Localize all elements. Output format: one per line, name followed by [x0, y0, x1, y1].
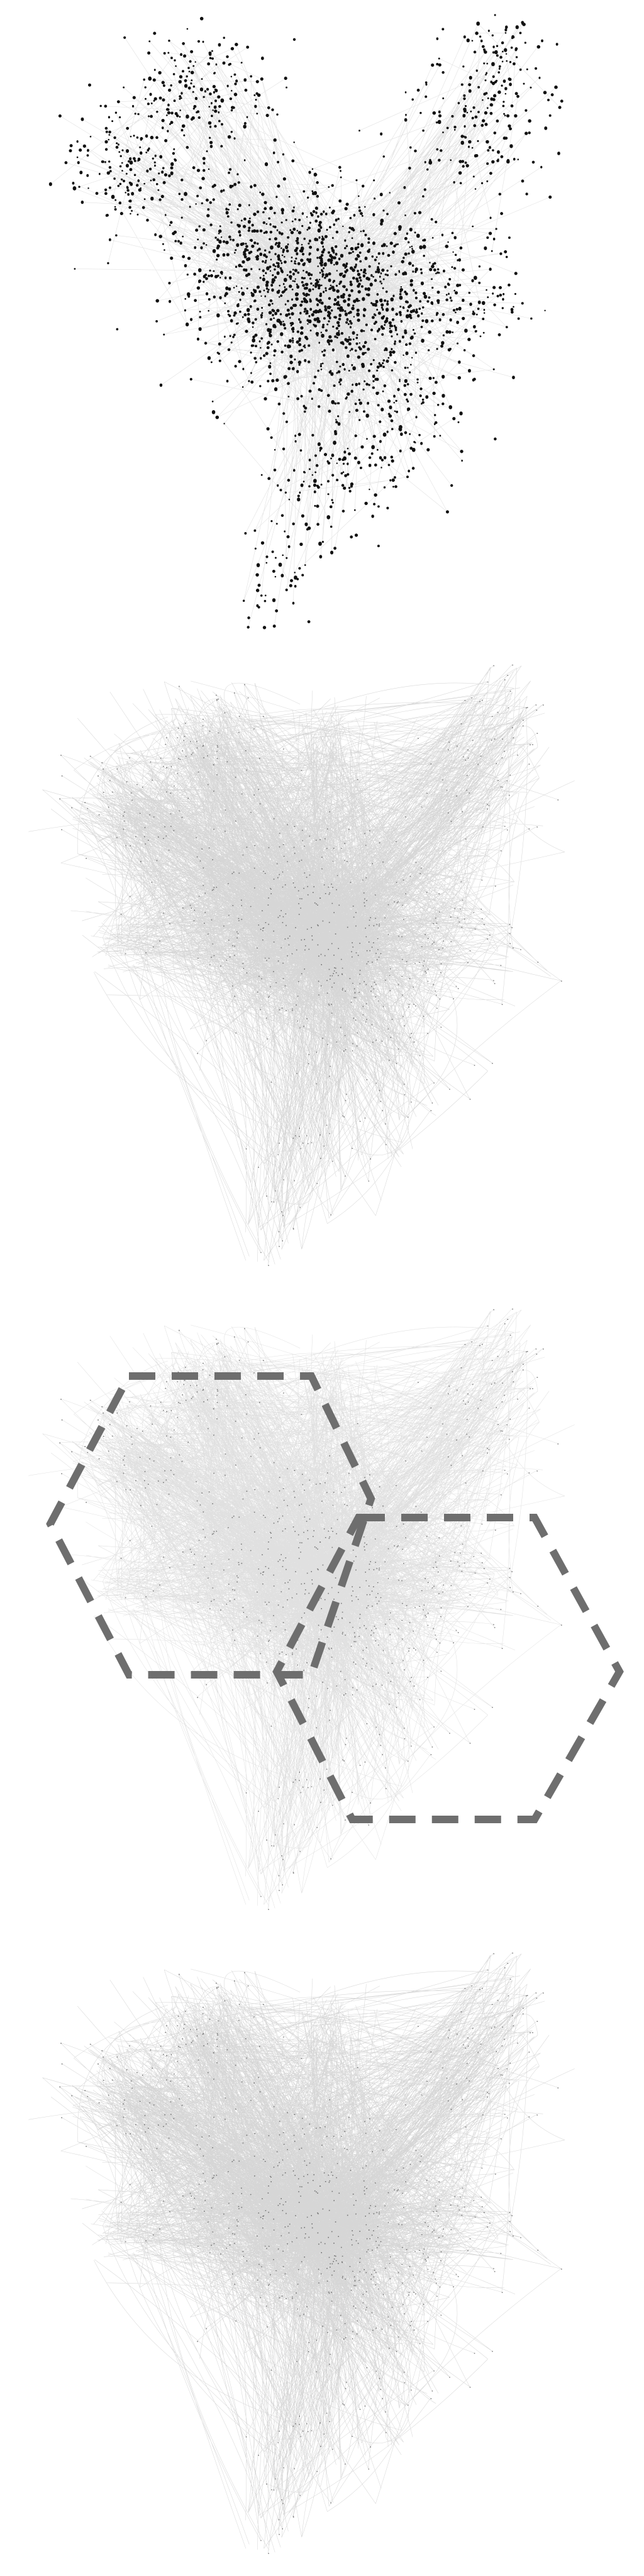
network-panel-bundled-edges	[0, 644, 644, 1288]
network-graph-bundled-regions	[28, 1308, 624, 1910]
edge-layer	[50, 22, 560, 628]
hexagon-region-right	[272, 1514, 624, 1823]
network-panel-bundled-with-regions	[0, 1288, 644, 1932]
network-graph-bundled	[28, 664, 575, 1266]
network-graph-bundled-final	[28, 1952, 575, 2554]
bundled-edges	[28, 664, 575, 1265]
network-panel-bundled-final	[0, 1932, 644, 2576]
network-panel-nodes-and-edges	[0, 0, 644, 644]
network-graph-nodes	[48, 14, 564, 630]
hexagon-region-left	[46, 1372, 375, 1679]
bundled-edges	[28, 1952, 575, 2553]
